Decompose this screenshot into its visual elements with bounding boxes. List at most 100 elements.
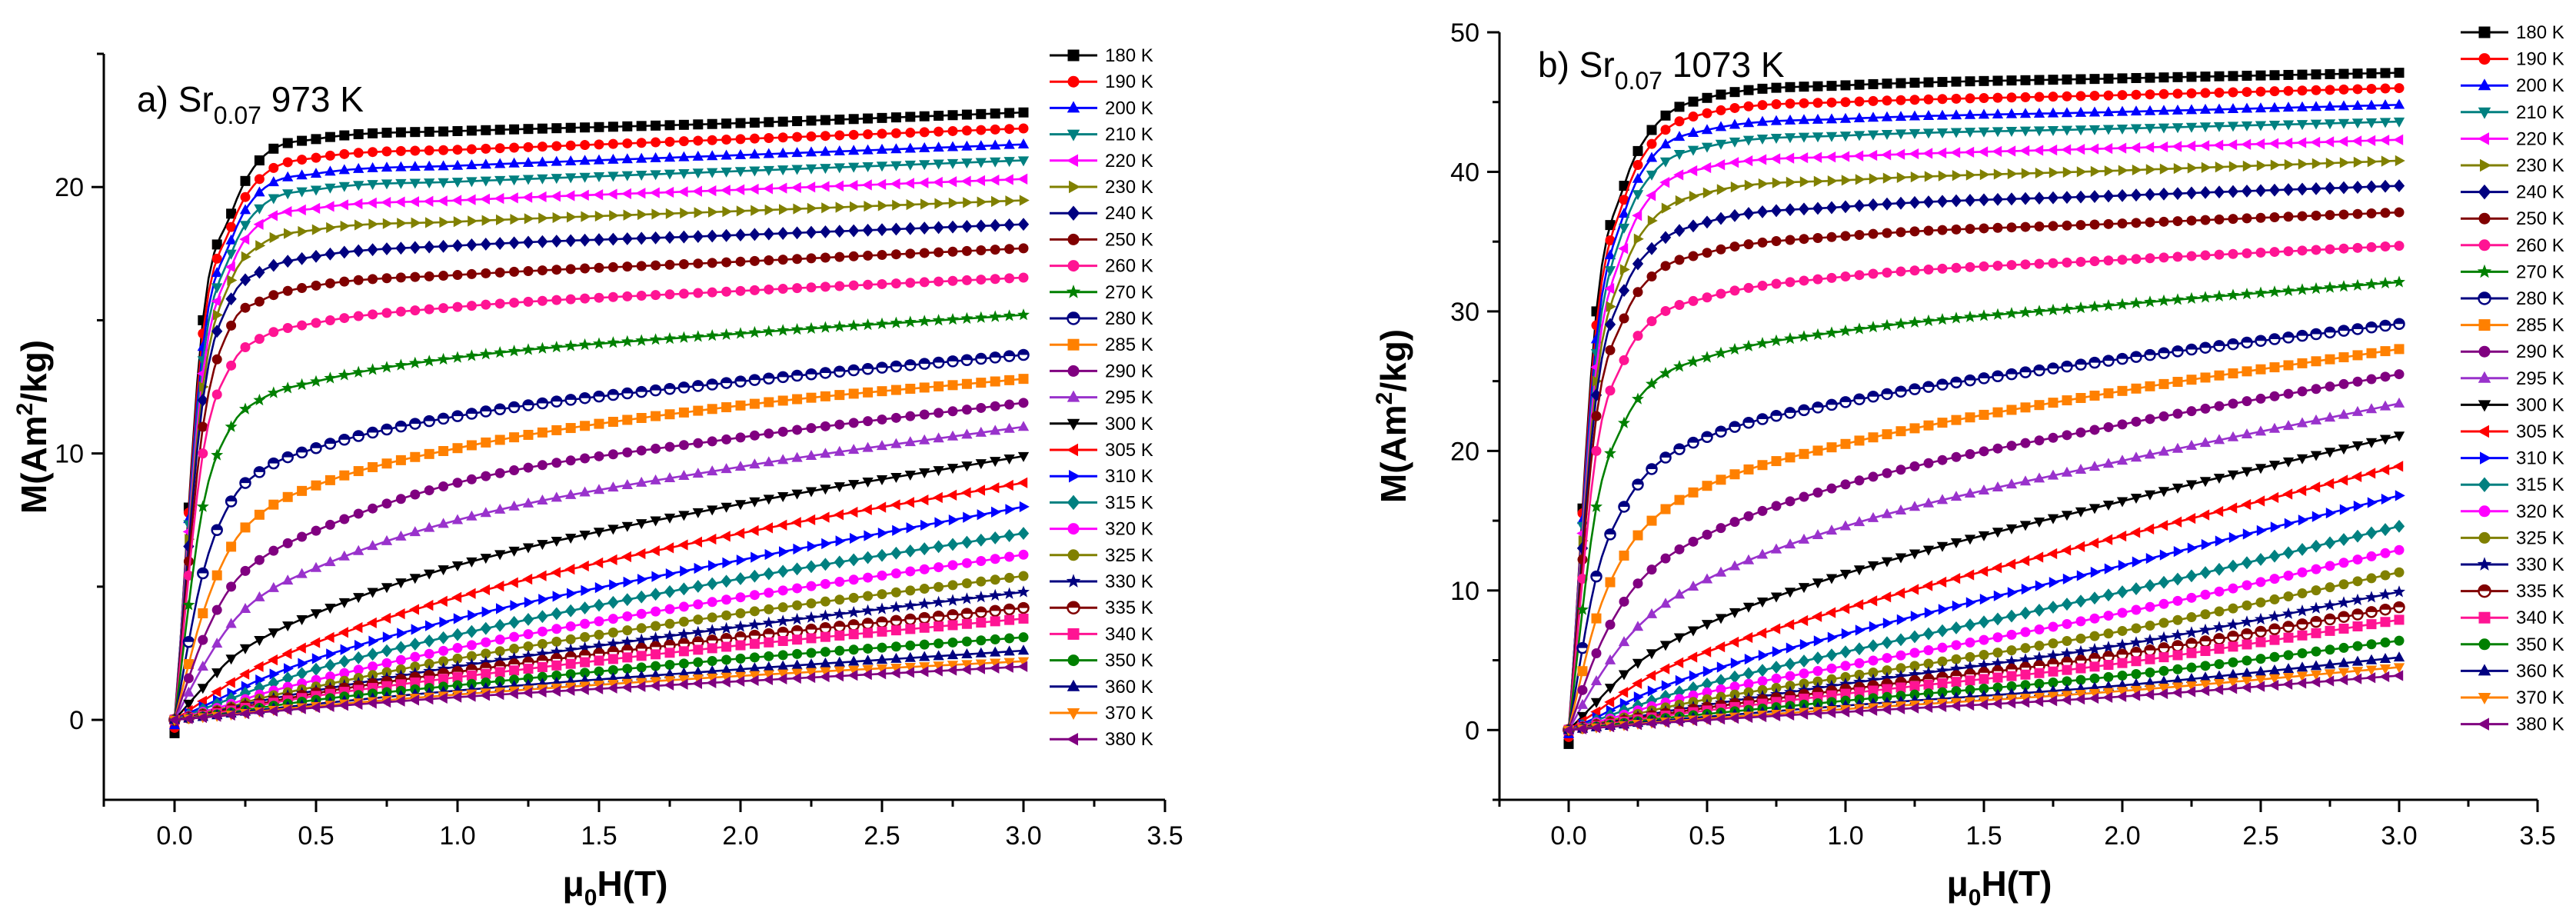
data-point	[2228, 603, 2238, 614]
data-point	[990, 124, 1000, 135]
series-240-k	[168, 218, 1030, 727]
data-point	[2061, 544, 2072, 556]
data-point	[437, 195, 448, 207]
data-point	[1701, 646, 1712, 658]
data-point	[353, 664, 364, 675]
data-point	[2130, 451, 2142, 462]
data-point	[919, 564, 930, 574]
data-point	[863, 591, 874, 601]
data-point	[239, 402, 251, 415]
data-point	[1646, 608, 1658, 618]
data-point	[2089, 631, 2100, 641]
data-point	[1660, 553, 1671, 564]
data-point	[268, 290, 279, 301]
data-point	[1756, 628, 1767, 639]
data-point	[1951, 262, 1962, 273]
data-point	[820, 225, 831, 238]
data-point	[1729, 87, 1740, 98]
data-point	[451, 238, 464, 252]
data-point	[253, 707, 264, 718]
data-point	[890, 641, 901, 652]
data-point	[1757, 280, 1768, 291]
data-point	[2269, 247, 2280, 258]
data-point	[438, 565, 449, 576]
data-point	[933, 540, 944, 554]
data-point	[452, 672, 463, 683]
data-point	[990, 658, 1001, 669]
data-point	[2338, 596, 2350, 608]
data-point	[1868, 78, 1879, 89]
data-point	[524, 597, 534, 608]
data-point	[2186, 88, 2197, 98]
data-point	[395, 241, 407, 255]
data-point-fill	[2200, 342, 2211, 348]
legend-marker	[1067, 494, 1080, 511]
legend-label: 310 K	[1105, 466, 1153, 487]
data-point	[919, 622, 930, 633]
data-point-fill	[2158, 643, 2169, 648]
data-point	[409, 694, 419, 706]
data-point	[2255, 637, 2266, 648]
data-point	[2116, 188, 2128, 202]
data-point	[664, 668, 676, 678]
data-point	[494, 618, 506, 632]
data-point	[2270, 159, 2281, 171]
legend-marker	[1067, 205, 1080, 221]
data-point	[1729, 469, 1740, 480]
data-point	[848, 574, 859, 585]
data-point	[2061, 511, 2073, 521]
data-point	[1923, 658, 1934, 669]
data-point	[1646, 170, 1658, 181]
data-point	[763, 567, 774, 581]
data-point	[976, 556, 987, 567]
data-point	[2102, 125, 2115, 135]
data-point	[1757, 505, 1768, 516]
data-point	[409, 241, 421, 255]
data-point	[961, 578, 972, 589]
data-point	[749, 497, 760, 508]
data-point	[268, 194, 279, 205]
data-point	[1605, 235, 1616, 245]
data-point	[1854, 658, 1865, 668]
data-point	[2048, 678, 2058, 688]
data-point	[609, 579, 620, 591]
data-point	[2379, 671, 2390, 683]
data-point	[1744, 654, 1755, 665]
legend-label: 250 K	[1105, 229, 1153, 250]
data-point-fill	[2186, 344, 2197, 350]
data-point	[394, 695, 405, 707]
data-point	[1757, 676, 1768, 687]
data-point	[395, 178, 407, 189]
data-point	[2075, 633, 2086, 644]
series-230-k	[1564, 155, 2405, 736]
data-point	[579, 486, 591, 497]
data-point	[990, 646, 1001, 657]
data-point	[551, 567, 561, 578]
data-point-fill	[1716, 426, 1726, 432]
data-point	[2365, 672, 2376, 684]
data-point	[2172, 216, 2183, 227]
data-point	[694, 207, 704, 218]
data-point	[1687, 165, 1698, 177]
data-point	[680, 207, 691, 219]
data-point	[2310, 670, 2322, 681]
data-point	[1785, 496, 1796, 507]
data-point-fill	[2352, 609, 2363, 615]
data-point	[2268, 183, 2281, 197]
data-point	[367, 648, 378, 661]
data-point	[2214, 370, 2225, 381]
data-point	[677, 539, 688, 551]
data-point	[1715, 159, 1726, 171]
data-point-fill	[622, 645, 633, 651]
data-point	[707, 168, 718, 178]
data-point	[790, 672, 801, 684]
data-point	[2394, 369, 2405, 380]
data-point	[1673, 716, 1684, 728]
data-point	[933, 466, 944, 477]
data-point	[1936, 147, 1947, 159]
data-point	[975, 647, 987, 658]
data-point	[692, 536, 702, 548]
data-point	[1964, 618, 1976, 632]
data-point	[2033, 145, 2044, 156]
x-axis-label-rest: H(T)	[1981, 864, 2052, 904]
